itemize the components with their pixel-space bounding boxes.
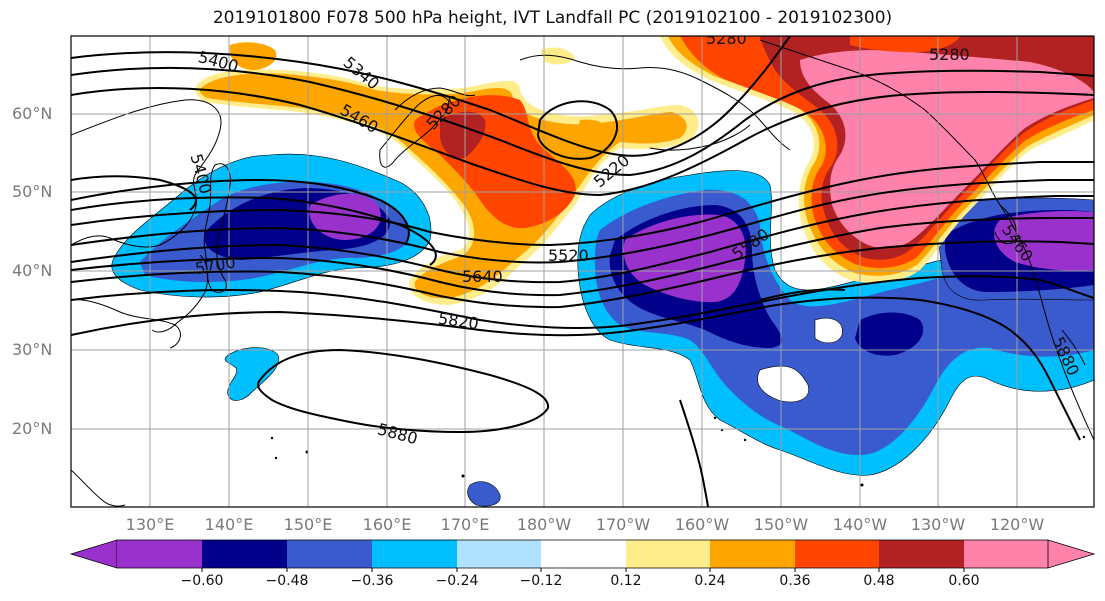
colorbar-bin	[372, 540, 457, 568]
map-plot-area: 5400 5340 5460 5280 5220 5400 5700 5640 …	[71, 29, 1094, 507]
contour-label: 5280	[706, 29, 747, 48]
lon-label: 140°W	[832, 515, 888, 534]
lon-label: 130°E	[125, 515, 175, 534]
colorbar-tick-label: 0.24	[694, 573, 726, 589]
lon-label: 120°W	[989, 515, 1045, 534]
colorbar-bin	[626, 540, 710, 568]
colorbar-tick-label: 0.12	[610, 573, 642, 589]
lat-label-40n: 40°N	[12, 261, 53, 280]
colorbar-bin	[117, 540, 202, 568]
colorbar-min-extension	[69, 539, 118, 569]
colorbar-tick-label: −0.24	[435, 573, 479, 589]
colorbar-tick-label: 0.48	[863, 573, 895, 589]
colorbar-tick-label: 0.36	[779, 573, 811, 589]
colorbar-tick-label: −0.60	[180, 573, 224, 589]
lat-label-30n: 30°N	[12, 340, 53, 359]
colorbar-tick-label: −0.48	[265, 573, 309, 589]
colorbar-bin	[287, 540, 372, 568]
contour-label: 5640	[462, 267, 503, 286]
lon-label: 170°W	[595, 515, 651, 534]
map-frame	[70, 35, 1095, 508]
colorbar-tick-label: −0.12	[519, 573, 563, 589]
lat-label-60n: 60°N	[12, 104, 53, 123]
colorbar-tick-label: 0.60	[948, 573, 980, 589]
negative-anomaly-central	[577, 170, 1094, 476]
lat-label-50n: 50°N	[12, 182, 53, 201]
colorbar-max-extension	[1047, 539, 1096, 569]
colorbar-bin	[964, 540, 1048, 568]
colorbar-bin	[879, 540, 964, 568]
map-title: 2019101800 F078 500 hPa height, IVT Land…	[212, 8, 893, 28]
contour-label: 5280	[929, 45, 970, 64]
lon-label: 180°W	[516, 515, 572, 534]
colorbar-bin	[541, 540, 626, 568]
lon-label: 160°E	[362, 515, 412, 534]
colorbar	[69, 539, 1096, 572]
colorbar-bin	[457, 540, 541, 568]
lon-label: 130°W	[910, 515, 966, 534]
lat-label-20n: 20°N	[12, 419, 53, 438]
lon-label: 160°W	[674, 515, 730, 534]
contour-label: 5520	[548, 246, 589, 265]
colorbar-bin	[795, 540, 879, 568]
height-contours	[71, 36, 1094, 507]
lon-label: 170°E	[440, 515, 490, 534]
positive-anomaly-east	[660, 36, 1094, 283]
colorbar-bin	[202, 540, 287, 568]
colorbar-tick-label: −0.36	[350, 573, 394, 589]
lon-label: 150°W	[753, 515, 809, 534]
colorbar-bin	[710, 540, 795, 568]
lon-label: 140°E	[204, 515, 254, 534]
lon-label: 150°E	[283, 515, 333, 534]
